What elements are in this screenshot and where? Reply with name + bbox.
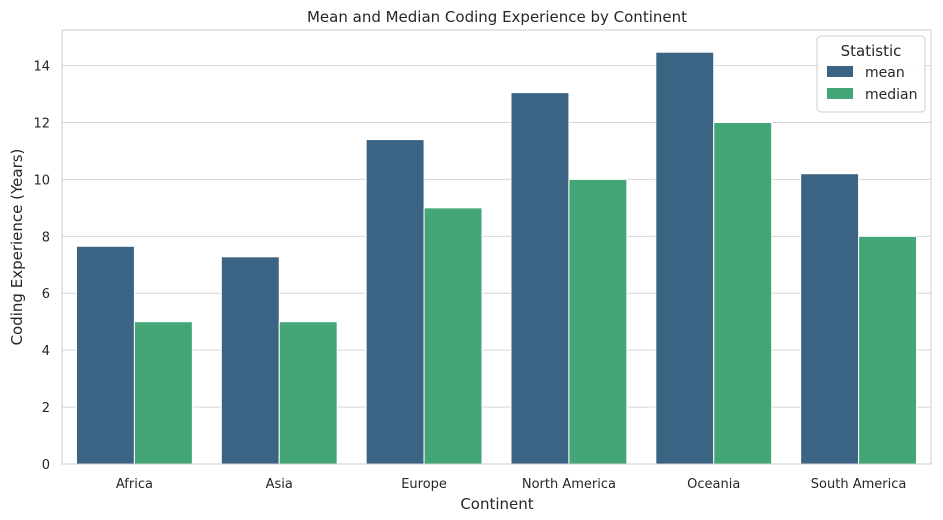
plot-frame xyxy=(61,29,932,465)
bar-median-europe xyxy=(423,207,483,465)
bar-mean-north-america xyxy=(510,92,570,465)
x-tick-label: Europe xyxy=(401,477,447,492)
grid xyxy=(62,65,931,465)
y-axis-ticks: 0 2 4 6 8 10 12 14 xyxy=(33,60,50,473)
bar-mean-south-america xyxy=(800,173,860,465)
y-tick-label: 8 xyxy=(42,230,50,245)
x-tick-label: Oceania xyxy=(687,477,740,492)
bar-median-north-america xyxy=(568,178,628,465)
bar-mean-oceania xyxy=(655,51,715,465)
x-axis-label: Continent xyxy=(460,495,533,513)
y-tick-label: 4 xyxy=(42,344,50,359)
y-tick-label: 14 xyxy=(33,60,50,75)
bar-mean-europe xyxy=(365,139,425,465)
legend-swatch-median xyxy=(827,88,853,99)
y-tick-label: 12 xyxy=(33,116,50,131)
bar-mean-africa xyxy=(75,245,135,465)
y-axis-label: Coding Experience (Years) xyxy=(8,149,26,346)
legend-label-mean: mean xyxy=(865,65,905,81)
bars xyxy=(75,51,918,465)
y-tick-label: 6 xyxy=(42,287,50,302)
bar-median-oceania xyxy=(713,121,773,465)
x-tick-label: Africa xyxy=(116,477,153,492)
x-tick-label: Asia xyxy=(266,477,293,492)
legend-swatch-mean xyxy=(827,66,853,77)
y-tick-label: 0 xyxy=(42,458,50,473)
bar-median-south-america xyxy=(858,235,918,465)
bar-mean-asia xyxy=(220,256,280,465)
y-tick-label: 2 xyxy=(42,401,50,416)
bar-median-africa xyxy=(133,321,193,465)
legend-title: Statistic xyxy=(841,42,902,60)
chart-title: Mean and Median Coding Experience by Con… xyxy=(307,8,687,26)
legend: Statistic mean median xyxy=(816,35,926,113)
x-axis-ticks: Africa Asia Europe North America Oceania Sout… xyxy=(116,477,906,492)
y-tick-label: 10 xyxy=(33,173,50,188)
legend-label-median: median xyxy=(865,87,917,103)
x-tick-label: South America xyxy=(811,477,907,492)
bar-median-asia xyxy=(278,321,338,465)
x-tick-label: North America xyxy=(522,477,616,492)
